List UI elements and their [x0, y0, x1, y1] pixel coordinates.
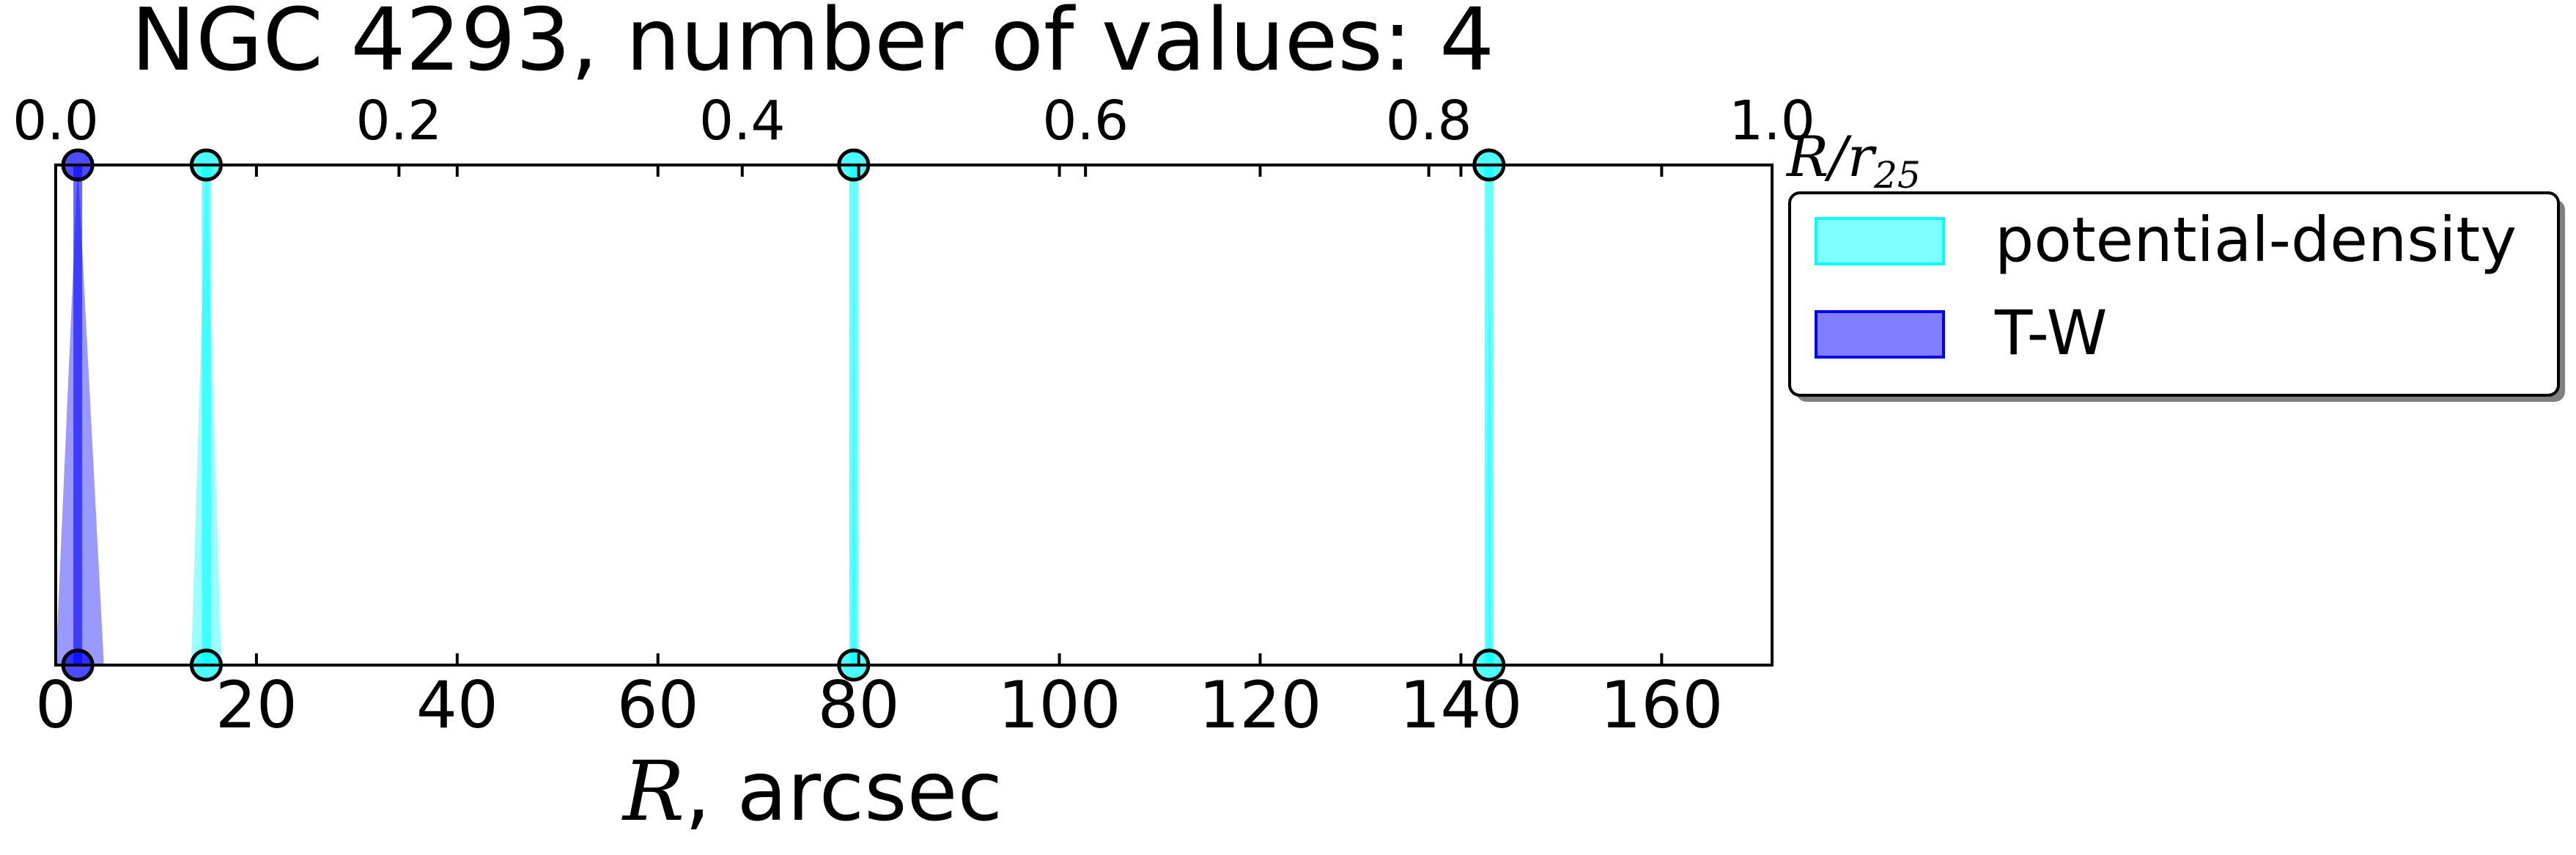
x-tick-label-40: 40 — [416, 667, 498, 743]
x-tick-label-20: 20 — [215, 667, 298, 743]
x-tick-label-100: 100 — [998, 667, 1121, 743]
top-tick-label-0.6: 0.6 — [1042, 89, 1129, 153]
chart-title: NGC 4293, number of values: 4 — [131, 0, 1494, 90]
x-tick-label-120: 120 — [1199, 667, 1322, 743]
legend-label-t-w: T-W — [1994, 297, 2108, 369]
legend-swatch-potential-density — [1815, 217, 1945, 265]
legend: potential-density T-W — [1788, 191, 2565, 402]
top-axis: 0.0 0.2 0.4 0.6 0.8 1.0 — [12, 89, 1815, 177]
x-tick-label-160: 160 — [1600, 667, 1723, 743]
x-axis-label-var: R — [621, 744, 684, 840]
top-tick-label-0.8: 0.8 — [1386, 89, 1472, 153]
top-tick-label-0.2: 0.2 — [356, 89, 443, 153]
plot-frame — [54, 164, 1774, 667]
x-tick-label-0: 0 — [35, 667, 76, 743]
x-axis-label-unit: , arcsec — [684, 744, 1003, 840]
x-tick-label-80: 80 — [818, 667, 900, 743]
legend-box — [1788, 191, 2560, 397]
top-axis-label-sub: 25 — [1873, 154, 1921, 197]
top-tick-label-0.0: 0.0 — [12, 89, 99, 153]
top-axis-label: R/r25 — [1785, 124, 1921, 197]
top-tick-label-0.4: 0.4 — [699, 89, 786, 153]
x-tick-label-140: 140 — [1399, 667, 1522, 743]
legend-label-potential-density: potential-density — [1995, 204, 2517, 276]
x-axis-label: R, arcsec — [621, 744, 1003, 840]
x-tick-label-60: 60 — [617, 667, 699, 743]
top-axis-label-base: R/r — [1785, 124, 1878, 189]
bottom-axis: 0 20 40 60 80 100 120 140 160 — [35, 165, 1723, 743]
top-tick-label-1.0: 1.0 — [1729, 89, 1815, 153]
legend-swatch-t-w — [1815, 310, 1945, 359]
